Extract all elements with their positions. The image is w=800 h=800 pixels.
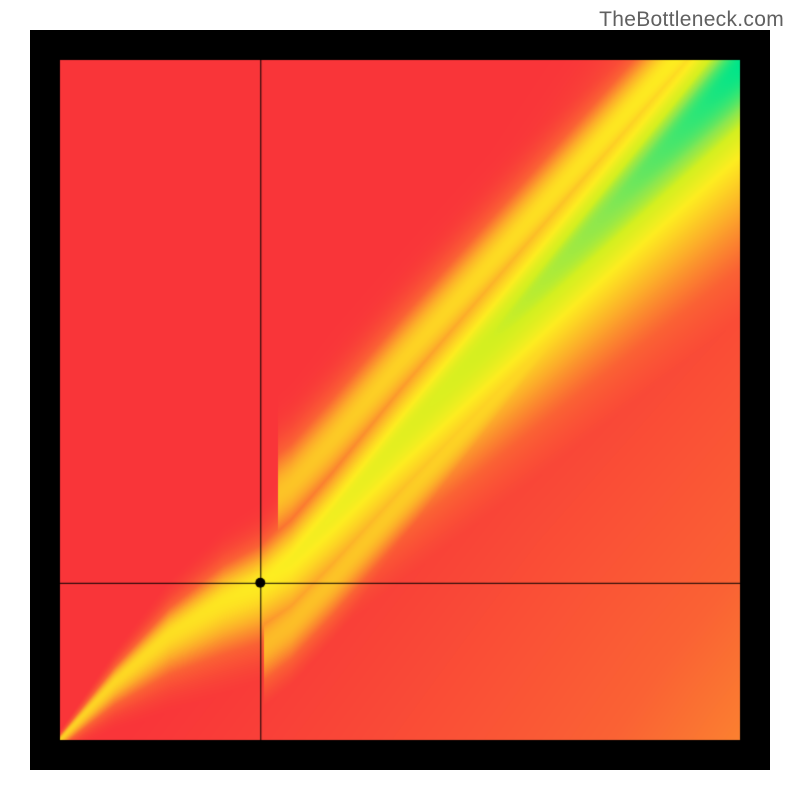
bottleneck-heatmap — [30, 30, 770, 770]
chart-frame — [30, 30, 770, 770]
attribution-text: TheBottleneck.com — [599, 8, 784, 32]
chart-container: TheBottleneck.com — [0, 0, 800, 800]
